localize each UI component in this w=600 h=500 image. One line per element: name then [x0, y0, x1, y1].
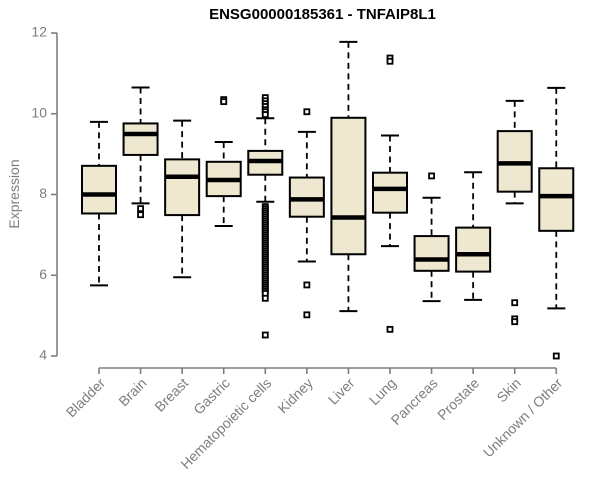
- chart-title: ENSG00000185361 - TNFAIP8L1: [209, 6, 436, 23]
- x-tick-label-bladder: Bladder: [63, 375, 109, 421]
- outlier-point: [552, 352, 560, 360]
- box-lung: [371, 54, 408, 333]
- y-tick-label: 6: [39, 266, 47, 282]
- y-tick-label: 8: [39, 185, 47, 201]
- outlier-point: [137, 205, 144, 213]
- x-tick-label-skin: Skin: [493, 375, 524, 406]
- y-tick-label: 4: [39, 347, 47, 363]
- iqr-box: [413, 235, 450, 272]
- iqr-box: [455, 226, 492, 273]
- outlier-point: [220, 98, 228, 106]
- y-tick-label: 10: [31, 104, 47, 120]
- iqr-box: [330, 116, 367, 256]
- iqr-box: [538, 167, 575, 232]
- outlier-point: [261, 294, 269, 302]
- box-prostate: [455, 171, 492, 301]
- box-kidney: [288, 108, 325, 319]
- box-brain: [122, 86, 159, 219]
- x-tick-label-brain: Brain: [115, 375, 149, 409]
- outlier-point: [261, 111, 269, 118]
- outlier-point: [137, 211, 144, 219]
- outlier-point: [511, 318, 519, 326]
- box-pancreas: [413, 172, 450, 303]
- x-tick-label-lung: Lung: [366, 375, 399, 408]
- iqr-box: [122, 122, 159, 156]
- x-tick-label-liver: Liver: [325, 375, 358, 408]
- y-tick-label: 12: [31, 24, 47, 40]
- iqr-box: [164, 158, 201, 217]
- box-breast: [164, 119, 201, 279]
- box-gastric: [205, 96, 242, 227]
- outlier-point: [428, 172, 435, 180]
- x-tick-label-breast: Breast: [151, 375, 191, 415]
- box-bladder: [81, 120, 117, 287]
- outlier-point: [386, 57, 394, 65]
- x-tick-label-prostate: Prostate: [434, 375, 482, 423]
- outlier-point: [386, 325, 394, 333]
- box-hematopoietic-cells: [247, 94, 284, 339]
- outlier-point: [261, 331, 269, 339]
- outlier-point: [303, 281, 311, 289]
- box-unknown-other: [538, 86, 575, 360]
- y-axis: 4 6 8 10 12: [31, 24, 58, 363]
- outlier-point: [511, 299, 519, 307]
- iqr-box: [81, 164, 117, 215]
- box-liver: [330, 40, 367, 313]
- iqr-box: [371, 171, 408, 214]
- x-tick-label-kidney: Kidney: [274, 375, 316, 417]
- outlier-point: [303, 108, 311, 116]
- box-skin: [496, 99, 533, 326]
- x-tick-label-unknown-other: Unknown / Other: [480, 375, 566, 461]
- outlier-point: [303, 311, 311, 319]
